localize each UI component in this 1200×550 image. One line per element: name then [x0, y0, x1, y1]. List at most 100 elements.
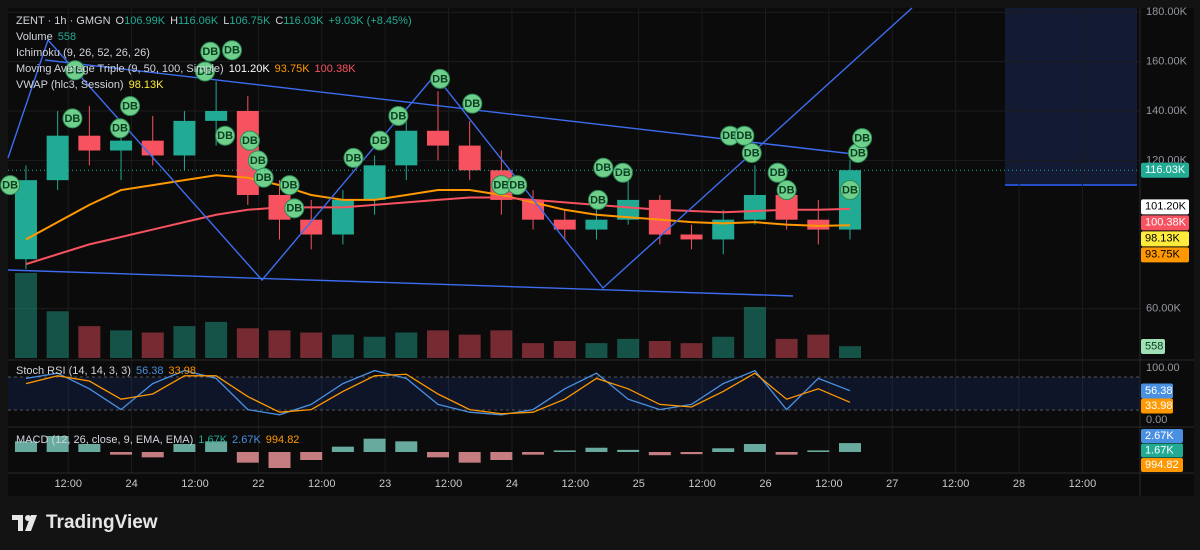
grid [8, 8, 1140, 473]
candle-body [680, 234, 703, 240]
indicator-name: VWAP (hlc3, Session) [16, 79, 124, 91]
db-label: DB [770, 167, 786, 179]
db-label: DB [217, 130, 233, 142]
moving-average [25, 174, 851, 241]
macd-bar [331, 446, 354, 452]
db-label: DB [286, 203, 302, 215]
candle-body [617, 199, 640, 220]
ohlc-key: L [223, 15, 230, 27]
macd-tag-label: 2.67K [1145, 430, 1174, 442]
db-marker [343, 147, 364, 168]
indicator-value: 33.98 [168, 365, 197, 377]
macd-bar [14, 441, 37, 452]
candle-body [395, 130, 418, 166]
volume-bar [173, 326, 196, 358]
legend-line: ZENT · 1h · GMGN O106.99K H116.06K L106.75K… [16, 13, 417, 29]
legend-line: VWAP (hlc3, Session) 98.13K [16, 77, 417, 93]
db-label: DB [850, 147, 866, 159]
price-tag-label: 93.75K [1145, 249, 1181, 261]
db-label: DB [282, 180, 298, 192]
x-tick-label: 22 [252, 478, 264, 490]
db-label: DB [2, 180, 18, 192]
indicator-value: 2.67K [232, 434, 261, 446]
indicator-value: 98.13K [128, 79, 164, 91]
candle-body [46, 135, 69, 181]
candle-body [522, 199, 545, 220]
moving-average [25, 196, 851, 266]
indicator-name: Volume [16, 31, 53, 43]
price-tag-label: 101.20K [1145, 201, 1187, 213]
x-tick-label: 12:00 [54, 478, 82, 490]
legend-line: Ichimoku (9, 26, 52, 26, 26) [16, 45, 417, 61]
indicator-value: 558 [57, 31, 77, 43]
indicator-value: 1.67K [198, 434, 228, 446]
stoch-tick-label: 100.00 [1146, 362, 1180, 374]
db-marker [221, 40, 242, 61]
db-label: DB [854, 133, 870, 145]
y-tick-label: 160.00K [1146, 56, 1188, 68]
volume-bar [426, 330, 449, 358]
db-marker [65, 60, 86, 81]
macd-bar [395, 441, 418, 452]
macd-bar [839, 443, 862, 452]
ohlc-key: H [170, 15, 179, 27]
macd-bar [458, 452, 481, 463]
volume-bar [680, 343, 703, 358]
db-label: DB [590, 194, 606, 206]
macd-bar [490, 452, 513, 460]
ohlc-key: O [115, 15, 125, 27]
price-tag [1141, 247, 1189, 263]
macd-bar [522, 452, 545, 455]
db-label: DB [202, 46, 218, 58]
db-marker [388, 105, 409, 126]
db-label: DB [372, 135, 388, 147]
db-marker [840, 180, 861, 201]
volume-bar [205, 321, 228, 358]
x-tick-label: 12:00 [181, 478, 209, 490]
zigzag [7, 7, 913, 290]
volume-bar [331, 334, 354, 358]
x-tick-label: 24 [125, 478, 137, 490]
macd-tag-label: 994.82 [1145, 459, 1179, 471]
db-marker [239, 130, 260, 151]
volume-bar [617, 338, 640, 358]
volume-bar [490, 330, 513, 358]
candle-body [807, 219, 830, 230]
db-label: DB [390, 110, 406, 122]
db-marker [195, 61, 216, 82]
candle-body [331, 199, 354, 235]
volume-bar [141, 332, 164, 358]
logo-icon [12, 515, 37, 531]
legend-line: Moving Average Triple (9, 50, 100, Simpl… [16, 61, 417, 77]
x-tick-label: 26 [759, 478, 771, 490]
db-label: DB [779, 184, 795, 196]
candle-body [553, 219, 576, 230]
indicator-name: Ichimoku (9, 26, 52, 26, 26) [16, 47, 150, 59]
candle-body [300, 219, 323, 235]
db-label: DB [509, 180, 525, 192]
price-tag [1141, 162, 1189, 178]
indicator-value: 101.20K [228, 63, 270, 75]
ohlc-value: 106.75K [229, 15, 271, 27]
volume-bar [78, 326, 101, 358]
db-label: DB [595, 162, 611, 174]
db-label: DB [722, 130, 738, 142]
volume-bar [395, 332, 418, 358]
volume-bar [839, 346, 862, 358]
x-tick-label: 25 [633, 478, 645, 490]
legend-line: Volume 558 [16, 29, 417, 45]
macd-bar [743, 444, 766, 452]
indicator-name: Moving Average Triple (9, 50, 100, Simpl… [16, 63, 224, 75]
y-tick-label: 60.00K [1146, 303, 1182, 315]
stoch-tag [1141, 398, 1173, 414]
volume-bar [363, 336, 386, 358]
db-marker [62, 108, 83, 129]
y-tick-label: 140.00K [1146, 105, 1188, 117]
candle-body [775, 194, 798, 220]
db-marker [200, 41, 221, 62]
db-label: DB [64, 113, 80, 125]
stoch-line [25, 369, 851, 416]
macd-bar [617, 449, 640, 452]
macd-bar [775, 452, 798, 455]
